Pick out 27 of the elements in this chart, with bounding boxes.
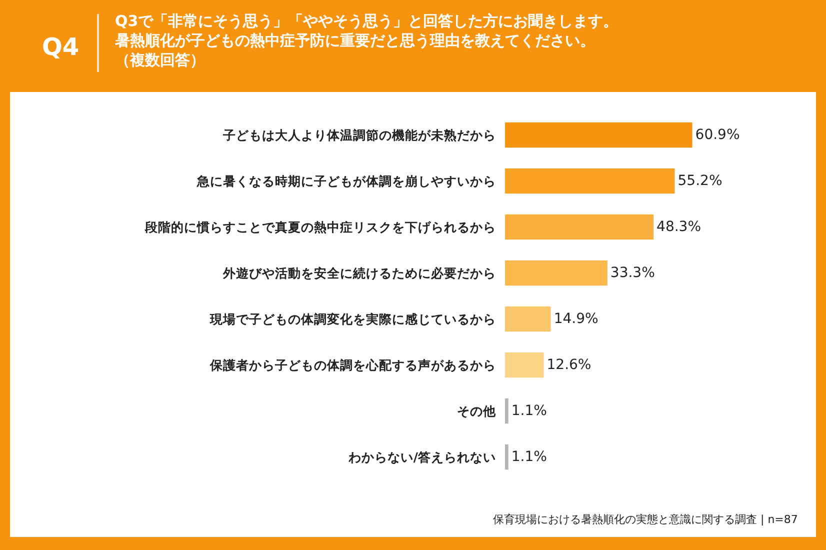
- data-label: 60.9%: [695, 127, 740, 143]
- bar: [505, 214, 654, 240]
- bar: [505, 168, 675, 194]
- y-tick-label: その他: [457, 403, 497, 418]
- y-tick-label: 子どもは大人より体温調節の機能が未熟だから: [222, 127, 496, 142]
- data-label: 33.3%: [610, 265, 655, 281]
- bar: [505, 444, 508, 470]
- data-label: 12.6%: [546, 357, 592, 373]
- bar: [505, 398, 508, 424]
- y-tick-label: 保護者から子どもの体調を心配する声があるから: [209, 357, 496, 372]
- text: 保育現場における暑熱順化の実態と意識に関する調査 | n=87: [493, 513, 798, 526]
- bar: [505, 306, 551, 332]
- data-label: 1.1%: [511, 403, 547, 419]
- y-tick-label: わからない/答えられない: [347, 449, 496, 464]
- bar: [505, 260, 608, 286]
- bar: [505, 122, 692, 148]
- text: Q4: [42, 33, 80, 61]
- y-tick-label: 外遊びや活動を安全に続けるために必要だから: [222, 265, 496, 280]
- y-tick-label: 急に暑くなる時期に子どもが体調を崩しやすいから: [196, 173, 496, 188]
- bar: [505, 352, 544, 378]
- data-label: 1.1%: [511, 449, 547, 465]
- data-label: 14.9%: [554, 311, 598, 327]
- data-label: 48.3%: [656, 219, 702, 235]
- y-tick-label: 現場で子どもの体調変化を実際に感じているから: [209, 311, 496, 326]
- y-tick-label: 段階的に慣らすことで真夏の熱中症リスクを下げられるから: [144, 219, 496, 234]
- data-label: 55.2%: [678, 173, 722, 189]
- text: Q3で「非常にそう思う」「ややそう思う」と回答した方にお聞きします。暑熱順化が子どもの熱中症予防に重要だと思う理由を教えてください。（複数回答）: [114, 12, 618, 69]
